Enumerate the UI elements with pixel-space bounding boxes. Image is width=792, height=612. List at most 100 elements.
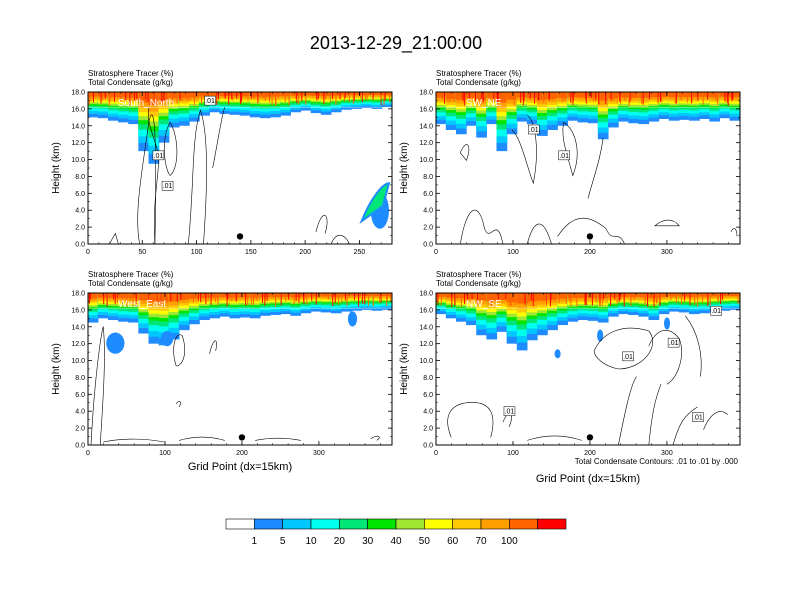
location-marker [586, 434, 594, 441]
panel-3: Stratosphere Tracer (%)Total Condensate … [51, 270, 393, 473]
x-tick-label: 300 [661, 249, 673, 256]
y-tick-label: 8.0 [75, 375, 85, 382]
x-tick-label: 150 [245, 249, 257, 256]
x-tick-label: 0 [86, 450, 90, 457]
colorbar-swatch [480, 518, 510, 530]
y-tick-label: 14.0 [419, 123, 433, 130]
colorbar-label: 5 [280, 536, 286, 547]
main-title: 2013-12-29_21:00:00 [310, 33, 482, 54]
location-marker [238, 434, 246, 441]
y-tick-label: 6.0 [423, 392, 433, 399]
y-tick-label: 2.0 [423, 426, 433, 433]
x-tick-label: 300 [313, 450, 325, 457]
contour-label: .01 [154, 153, 164, 160]
y-tick-label: 6.0 [75, 191, 85, 198]
x-tick-label: 200 [236, 450, 248, 457]
y-tick-label: 12.0 [71, 341, 85, 348]
colorbar-swatch [254, 518, 283, 530]
y-tick-label: 16.0 [419, 106, 433, 113]
panel-label: South_North [118, 98, 174, 109]
y-tick-label: 18.0 [419, 90, 433, 97]
panel-label: NW_SE [466, 299, 502, 310]
tracer-field: .01 .01 .01 [88, 92, 392, 244]
colorbar-swatch [282, 518, 312, 530]
panel-title-line2: Total Condensate (g/kg) [88, 78, 173, 87]
x-tick-label: 200 [299, 249, 311, 256]
y-tick-label: 10.0 [71, 157, 85, 164]
y-tick-label: 4.0 [423, 208, 433, 215]
panel-label: SW_NE [466, 98, 502, 109]
panel-title-line1: Stratosphere Tracer (%) [88, 69, 174, 78]
y-tick-label: 14.0 [71, 324, 85, 331]
colorbar-swatch [310, 518, 340, 530]
panel-4: Stratosphere Tracer (%)Total Condensate … [399, 270, 741, 485]
y-axis-label: Height (km) [51, 343, 62, 395]
x-tick-label: 100 [159, 450, 171, 457]
colorbar-label: 40 [390, 536, 402, 547]
y-tick-label: 14.0 [71, 123, 85, 130]
y-axis-label: Height (km) [51, 142, 62, 194]
x-tick-label: 100 [507, 249, 519, 256]
location-marker [586, 233, 594, 240]
colorbar-swatch [452, 518, 482, 530]
tracer-field: .01 .01 [436, 92, 740, 244]
panel-title-line2: Total Condensate (g/kg) [436, 279, 521, 288]
panel-title-line1: Stratosphere Tracer (%) [88, 270, 174, 279]
x-tick-label: 250 [354, 249, 366, 256]
colorbar-label: 1 [252, 536, 258, 547]
contour-label: .01 [693, 415, 703, 422]
y-tick-label: 18.0 [419, 291, 433, 298]
colorbar-label: 70 [475, 536, 487, 547]
y-tick-label: 6.0 [75, 392, 85, 399]
x-tick-label: 100 [507, 450, 519, 457]
y-tick-label: 10.0 [71, 358, 85, 365]
y-tick-label: 12.0 [419, 341, 433, 348]
x-tick-label: 300 [661, 450, 673, 457]
panel-title-line1: Stratosphere Tracer (%) [436, 69, 522, 78]
y-tick-label: 4.0 [423, 409, 433, 416]
y-tick-label: 8.0 [75, 174, 85, 181]
x-tick-label: 200 [584, 450, 596, 457]
colorbar-label: 60 [447, 536, 459, 547]
y-tick-label: 10.0 [419, 157, 433, 164]
contour-label: .01 [623, 354, 633, 361]
y-tick-label: 16.0 [71, 307, 85, 314]
y-tick-label: 8.0 [423, 375, 433, 382]
y-tick-label: 18.0 [71, 90, 85, 97]
location-marker [236, 233, 244, 240]
contour-label: .01 [505, 409, 515, 416]
colorbar-label: 10 [305, 536, 317, 547]
y-tick-label: 2.0 [75, 225, 85, 232]
panel-title-line2: Total Condensate (g/kg) [88, 279, 173, 288]
colorbar-label: 100 [501, 536, 518, 547]
colorbar: 1 5 10 20 30 40 50 60 70 100 [225, 518, 567, 547]
y-tick-label: 16.0 [71, 106, 85, 113]
y-tick-label: 14.0 [419, 324, 433, 331]
panels: Stratosphere Tracer (%)Total Condensate … [51, 69, 741, 485]
y-tick-label: 0.0 [423, 443, 433, 450]
y-axis-label: Height (km) [399, 142, 410, 194]
x-tick-label: 0 [434, 450, 438, 457]
x-tick-label: 0 [434, 249, 438, 256]
colorbar-swatch [367, 518, 397, 530]
y-tick-label: 0.0 [423, 242, 433, 249]
x-axis-label: Grid Point (dx=15km) [536, 473, 640, 485]
panel-title-line1: Stratosphere Tracer (%) [436, 270, 522, 279]
colorbar-swatch [395, 518, 425, 530]
contour-label: .01 [205, 98, 215, 105]
tracer-field [88, 293, 392, 445]
colorbar-swatch [509, 518, 538, 530]
contour-label: .01 [711, 308, 721, 315]
condensate-contours [90, 326, 380, 445]
colorbar-swatch [339, 518, 368, 530]
y-axis-label: Height (km) [399, 343, 410, 395]
colorbar-swatch [225, 518, 255, 530]
colorbar-label: 30 [362, 536, 374, 547]
panel-title-line2: Total Condensate (g/kg) [436, 78, 521, 87]
contour-label: .01 [163, 183, 173, 190]
y-tick-label: 4.0 [75, 208, 85, 215]
x-tick-label: 200 [584, 249, 596, 256]
y-tick-label: 12.0 [71, 140, 85, 147]
contour-label: .01 [669, 340, 679, 347]
